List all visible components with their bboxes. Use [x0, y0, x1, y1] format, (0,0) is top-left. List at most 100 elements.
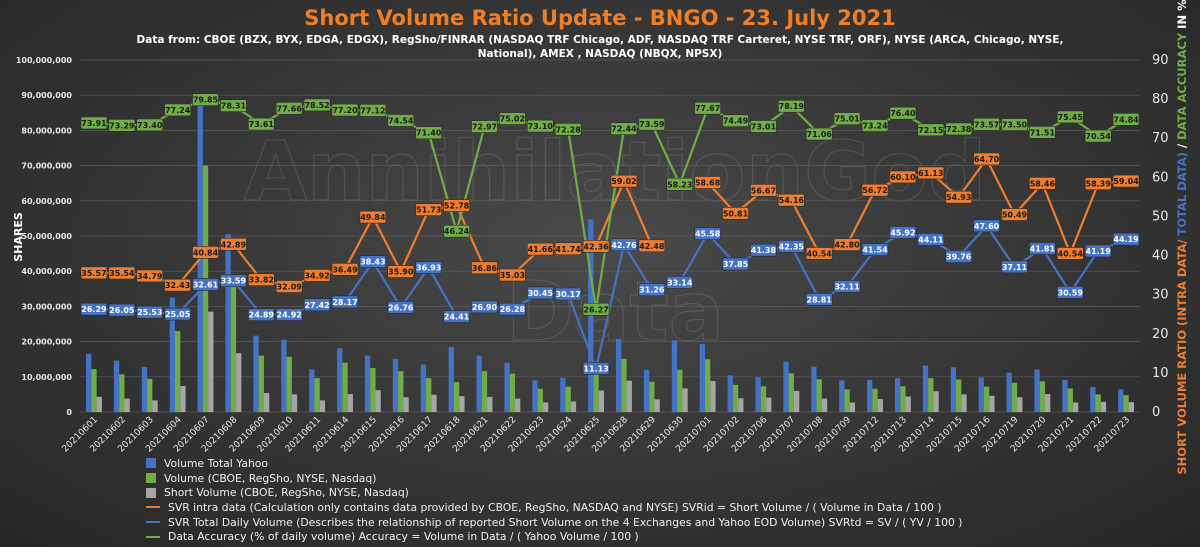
bar-volume-data: [956, 379, 962, 412]
accuracy-label: 79.85: [193, 96, 219, 105]
bar-volume-yahoo: [113, 360, 120, 412]
legend-label: Short Volume (CBOE, RegSho, NYSE, Nasdaq…: [164, 486, 409, 500]
bar-volume-yahoo: [448, 346, 454, 412]
svr-total-label-box: [192, 278, 219, 291]
bar-volume-data: [872, 388, 878, 412]
svr-intra-label-box: [582, 240, 610, 253]
bar-short-volume: [542, 402, 549, 412]
svr-intra-label-box: [331, 262, 359, 276]
svr-intra-label: 40.54: [1058, 249, 1084, 258]
accuracy-label-box: [415, 126, 442, 140]
svr-total-label-box: [582, 362, 610, 375]
chart-title: Short Volume Ratio Update - BNGO - 23. J…: [304, 6, 896, 30]
y-tick-label: 40,000,000: [21, 267, 72, 276]
svr-total-label: 42.35: [779, 242, 805, 251]
svr-intra-label: 32.09: [277, 282, 303, 291]
accuracy-label: 73.40: [137, 121, 163, 130]
bar-volume-yahoo: [504, 362, 510, 412]
svr-intra-label-box: [303, 269, 331, 282]
svr-total-label: 27.42: [304, 301, 329, 310]
svr-total-label-box: [1001, 260, 1028, 274]
svr-intra-label-box: [861, 183, 889, 197]
bar-volume-data: [119, 374, 125, 412]
svr-intra-label-box: [248, 273, 275, 287]
bar-volume-yahoo: [894, 378, 901, 412]
svr-total-label-box: [136, 305, 164, 319]
y2-tick-label: 0: [1152, 405, 1160, 420]
bar-volume-yahoo: [811, 366, 817, 412]
accuracy-label: 72.97: [472, 123, 497, 132]
accuracy-label-box: [805, 127, 833, 141]
svr-intra-label-box: [80, 266, 108, 280]
svr-intra-label: 42.80: [834, 241, 860, 250]
y2-axis-title-part: TOTAL DATA): [1175, 152, 1189, 239]
bar-volume-data: [844, 389, 850, 412]
bar-volume-yahoo: [839, 380, 845, 412]
accuracy-label-box: [443, 224, 470, 238]
y2-tick-label: 10: [1152, 366, 1169, 381]
bar-volume-yahoo: [783, 361, 789, 412]
bar-volume-data: [1039, 381, 1046, 412]
bar-volume-yahoo: [364, 355, 371, 412]
svr-total-label-box: [973, 219, 1000, 233]
accuracy-label-box: [499, 112, 526, 125]
bar-volume-data: [1011, 382, 1018, 412]
accuracy-label: 73.57: [974, 120, 999, 129]
bar-volume-data: [537, 388, 543, 412]
legend-label: Volume (CBOE, RegSho, NYSE, Nasdaq): [164, 471, 377, 485]
accuracy-label: 73.10: [528, 122, 554, 131]
legend-item: Volume (CBOE, RegSho, NYSE, Nasdaq): [146, 471, 963, 486]
y-tick-label: 70,000,000: [21, 162, 72, 171]
svr-total-label: 26.90: [472, 303, 498, 312]
svr-total-label-box: [1056, 286, 1084, 299]
accuracy-label-box: [610, 122, 638, 135]
svr-total-label-box: [750, 243, 777, 257]
bar-short-volume: [570, 401, 577, 412]
svr-intra-label-box: [471, 261, 498, 275]
accuracy-label-box: [359, 104, 387, 117]
bar-volume-yahoo: [727, 375, 733, 412]
bar-short-volume: [263, 392, 270, 412]
y2-tick-label: 40: [1152, 249, 1169, 264]
bar-volume-yahoo: [922, 365, 929, 412]
legend-line-marker: [146, 521, 160, 524]
bar-volume-yahoo: [309, 369, 315, 412]
accuracy-label: 75.45: [1058, 113, 1084, 122]
svr-total-label: 25.53: [137, 308, 162, 317]
accuracy-label-box: [471, 120, 498, 133]
bar-volume-data: [230, 287, 237, 412]
svr-intra-label: 54.16: [779, 196, 805, 205]
accuracy-label: 58.23: [667, 180, 692, 189]
y2-tick-label: 80: [1152, 92, 1169, 107]
y2-axis-title-part: IN %: [1175, 0, 1189, 33]
chart-subtitle: Data from: CBOE (BZX, BYX, EDGA, EDGX), …: [136, 34, 1064, 60]
svr-total-label-box: [499, 302, 526, 316]
svr-total-label-box: [722, 257, 749, 271]
accuracy-label-box: [136, 118, 164, 132]
svr-intra-label-box: [694, 176, 721, 189]
svr-total-label: 38.43: [360, 258, 385, 267]
y2-tick-label: 20: [1152, 327, 1169, 342]
svr-intra-label: 35.54: [109, 269, 135, 278]
y-tick-label: 0: [66, 408, 72, 417]
accuracy-label-box: [694, 101, 721, 115]
svr-intra-label-box: [108, 266, 136, 280]
svr-total-label: 45.92: [890, 228, 915, 237]
legend-item: SVR intra data (Calculation only contain…: [146, 500, 963, 515]
svr-intra-label: 35.03: [500, 271, 525, 280]
svr-intra-label: 34.92: [304, 271, 329, 280]
y-tick-label: 10,000,000: [21, 373, 72, 382]
legend-swatch: [146, 458, 156, 469]
legend-item: Short Volume (CBOE, RegSho, NYSE, Nasdaq…: [146, 485, 963, 500]
svr-total-label-box: [778, 240, 805, 253]
legend-label: SVR intra data (Calculation only contain…: [168, 500, 942, 514]
svr-intra-label: 40.54: [807, 249, 833, 258]
bar-volume-yahoo: [281, 339, 287, 412]
svr-intra-label-box: [778, 193, 805, 207]
bar-volume-data: [677, 369, 683, 412]
svr-intra-label: 36.86: [472, 264, 498, 273]
bar-volume-data: [147, 378, 153, 412]
accuracy-label-box: [331, 103, 359, 117]
svr-intra-label: 64.70: [974, 155, 1000, 164]
